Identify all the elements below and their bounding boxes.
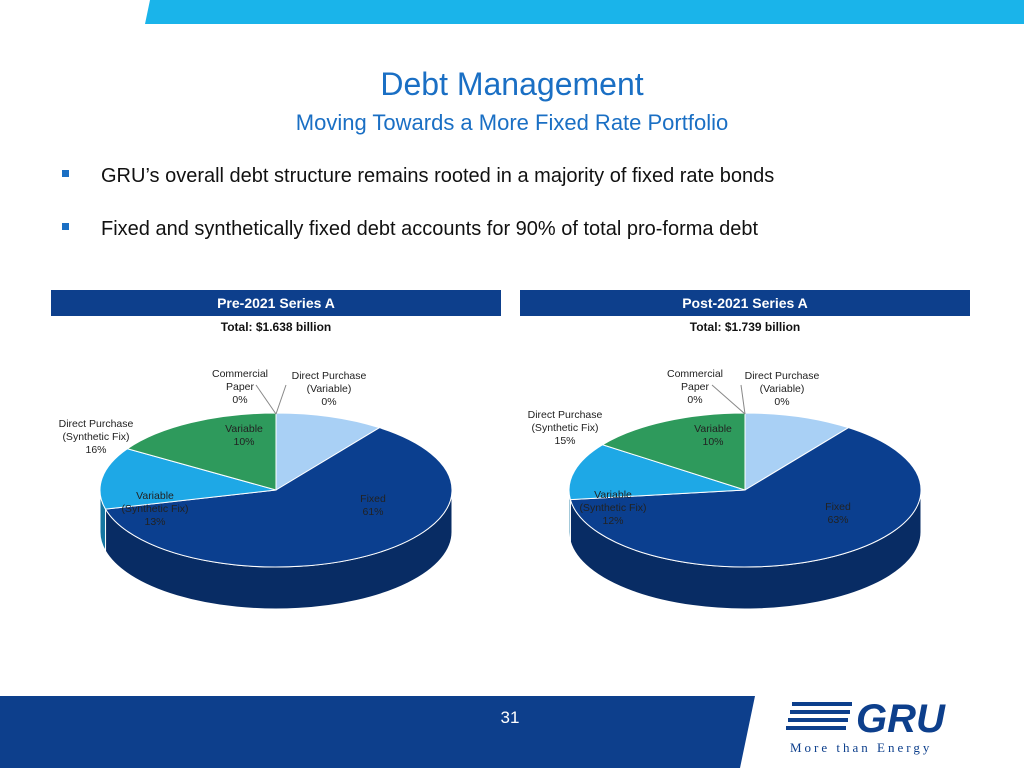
logo-tagline: More than Energy bbox=[790, 740, 932, 755]
pie-slice-fixed-pre-2021 bbox=[104, 427, 453, 568]
top-accent-bar bbox=[145, 0, 1024, 24]
pie-label-pre-2021: Direct Purchase (Synthetic Fix) 16% bbox=[59, 418, 134, 456]
pie-slice-direct-purchase-synthetic-fix-pre-2021 bbox=[126, 412, 277, 491]
leader-line-post-2021 bbox=[711, 384, 746, 415]
leader-line-pre-2021 bbox=[255, 384, 277, 415]
pie-label-post-2021: Direct Purchase (Synthetic Fix) 15% bbox=[528, 409, 603, 447]
gru-logo: GRU More than Energy bbox=[786, 697, 946, 755]
pie-label-post-2021: Fixed 63% bbox=[825, 501, 851, 526]
bullet-square-icon bbox=[62, 170, 69, 178]
pie-slice-variable-synthetic-fix-pre-2021 bbox=[99, 448, 277, 510]
pie-slice-fixed-post-2021 bbox=[569, 427, 922, 568]
leader-line-post-2021 bbox=[740, 384, 746, 415]
pie-label-pre-2021: Commercial Paper 0% bbox=[212, 368, 268, 406]
pie-label-post-2021: Variable 10% bbox=[694, 423, 732, 448]
page-title: Debt Management bbox=[380, 66, 644, 102]
chart-header-post-2021: Post-2021 Series A bbox=[520, 290, 970, 316]
chart-total-post-2021: Total: $1.739 billion bbox=[689, 320, 801, 334]
logo-text: GRU bbox=[856, 697, 946, 741]
leader-line-pre-2021 bbox=[275, 384, 287, 415]
bullet-item: Fixed and synthetically fixed debt accou… bbox=[62, 218, 758, 241]
pie-slice-direct-purchase-synthetic-fix-post-2021 bbox=[601, 412, 746, 491]
pie-label-post-2021: Variable (Synthetic Fix) 12% bbox=[579, 489, 646, 527]
page-subtitle: Moving Towards a More Fixed Rate Portfol… bbox=[295, 110, 729, 135]
pie-label-pre-2021: Variable 10% bbox=[225, 423, 263, 448]
pie-label-pre-2021: Variable (Synthetic Fix) 13% bbox=[121, 490, 188, 528]
bullet-item: GRU’s overall debt structure remains roo… bbox=[62, 165, 774, 188]
chart-total-pre-2021: Total: $1.638 billion bbox=[220, 320, 332, 334]
bullet-square-icon bbox=[62, 223, 69, 231]
chart-header-pre-2021: Pre-2021 Series A bbox=[51, 290, 501, 316]
bullet-text: GRU’s overall debt structure remains roo… bbox=[101, 165, 775, 187]
pie-slice-variable-pre-2021 bbox=[275, 412, 381, 491]
pie-slice-variable-synthetic-fix-post-2021 bbox=[568, 444, 746, 501]
page-number: 31 bbox=[500, 708, 520, 727]
footer-bar bbox=[0, 696, 755, 768]
bullet-text: Fixed and synthetically fixed debt accou… bbox=[101, 218, 759, 240]
pie-charts: Commercial Paper 0% Direct Purchase (Variabl… bbox=[59, 368, 922, 610]
pie-label-pre-2021: Direct Purchase (Variable) 0% bbox=[292, 370, 367, 408]
pie-label-post-2021: Direct Purchase (Variable) 0% bbox=[745, 370, 820, 408]
pie-label-post-2021: Commercial Paper 0% bbox=[667, 368, 723, 406]
pie-label-pre-2021: Fixed 61% bbox=[360, 493, 386, 518]
pie-slice-variable-post-2021 bbox=[744, 412, 850, 491]
